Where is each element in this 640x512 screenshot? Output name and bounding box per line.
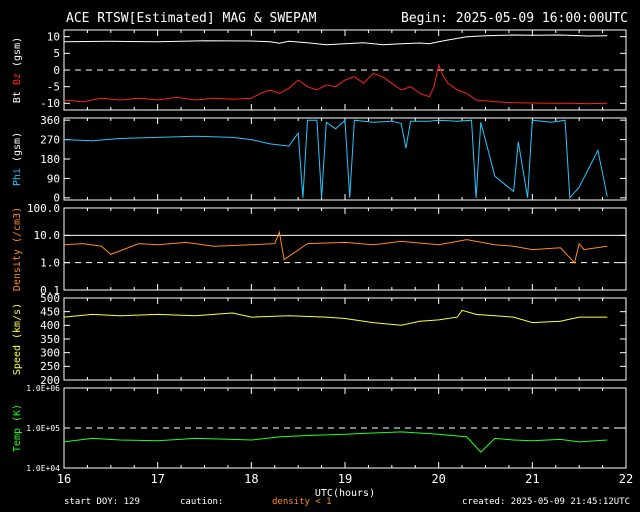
y-axis-label-part: (K) [12,404,23,428]
y-tick-label: 90 [47,172,60,185]
caution-label: caution: [180,497,224,507]
y-tick-label: 400 [40,319,60,332]
y-axis-label-part: (gsm) [12,132,23,168]
panel-temp: 1.0E+04 1.0E+05 1.0E+06 Temp (K) [12,384,627,473]
x-tick-label: 21 [525,472,539,486]
y-axis-label-part: Density [12,249,23,291]
y-axis-label-part: Temp [12,428,23,452]
y-tick-label: 360 [40,114,60,127]
series-bt [63,34,608,46]
density-note: density < 1 [272,497,332,507]
y-tick-label: 500 [40,292,60,305]
x-tick-label: 17 [150,472,164,486]
chart-title: ACE RTSW[Estimated] MAG & SWEPAM [66,11,317,26]
y-tick-label: 5 [53,47,60,60]
y-tick-label: 1.0 [40,257,60,270]
panel-density: 0.1 1.0 10.0 100.0 Density (/cm3) [12,202,627,297]
y-tick-label: 10 [47,31,60,44]
y-axis-label-part: (km/s) [12,303,23,345]
panel-frame [63,117,627,201]
y-tick-label: 200 [40,374,60,387]
series-temp [63,431,608,453]
x-tick-label: 20 [431,472,445,486]
y-tick-label: 250 [40,360,60,373]
y-tick-label: 0 [53,192,60,205]
series-phi [63,119,608,200]
created-time: created: 2025-05-09 21:45:12UTC [462,497,630,507]
y-axis-label-speed: Speed (km/s) [12,303,23,375]
begin-time: Begin: 2025-05-09 16:00:00UTC [401,11,628,26]
x-tick-label: 16 [57,472,71,486]
x-axis-label: UTC(hours) [315,488,375,499]
y-tick-label: 300 [40,347,60,360]
y-tick-label: 180 [40,153,60,166]
y-axis-label-temp: Temp (K) [12,404,23,452]
panel-phi: 0 90 180 270 360 Phi (gsm) [12,114,627,205]
y-axis-label-part: (gsm) [12,37,23,73]
y-tick-label: 450 [40,306,60,319]
y-tick-label: 1.0E+04 [26,464,60,473]
y-axis-label-density: Density (/cm3) [12,207,23,291]
y-tick-label: -10 [40,97,60,110]
y-tick-label: -5 [47,81,60,94]
series-speed [63,309,608,326]
y-tick-label: 10.0 [34,229,61,242]
y-tick-label: 1.0E+06 [26,384,60,393]
panel-frame [63,297,627,381]
y-axis-label-part: Speed [12,345,23,375]
y-axis-label-phi: Phi (gsm) [12,132,23,186]
y-axis-label-mag: Bt Bz (gsm) [12,37,23,103]
x-tick-label: 22 [619,472,633,486]
x-tick-label: 19 [338,472,352,486]
y-tick-label: 0 [53,64,60,77]
x-tick-label: 18 [244,472,258,486]
y-axis-label-part: Bz [12,73,23,91]
y-axis-label-part: Bt [12,91,23,103]
y-tick-label: 350 [40,333,60,346]
y-tick-label: 270 [40,133,60,146]
y-axis-label-part: (/cm3) [12,207,23,249]
start-doy: start DOY: 129 [64,497,140,507]
series-density [63,230,608,264]
panel-mag: -10 -5 0 5 10 Bt Bz (gsm) [12,29,627,111]
y-axis-label-part: Phi [12,168,23,186]
panels-layer: -10 -5 0 5 10 Bt Bz (gsm) 0 90 180 270 360 Phi (gsm… [12,29,627,473]
y-tick-label: 0.1 [40,284,60,297]
y-tick-label: 100.0 [27,202,60,215]
y-tick-label: 1.0E+05 [26,424,60,433]
x-axis: 16 17 18 19 20 21 22 UTC(hours) [57,472,633,499]
series-bz [63,63,608,105]
